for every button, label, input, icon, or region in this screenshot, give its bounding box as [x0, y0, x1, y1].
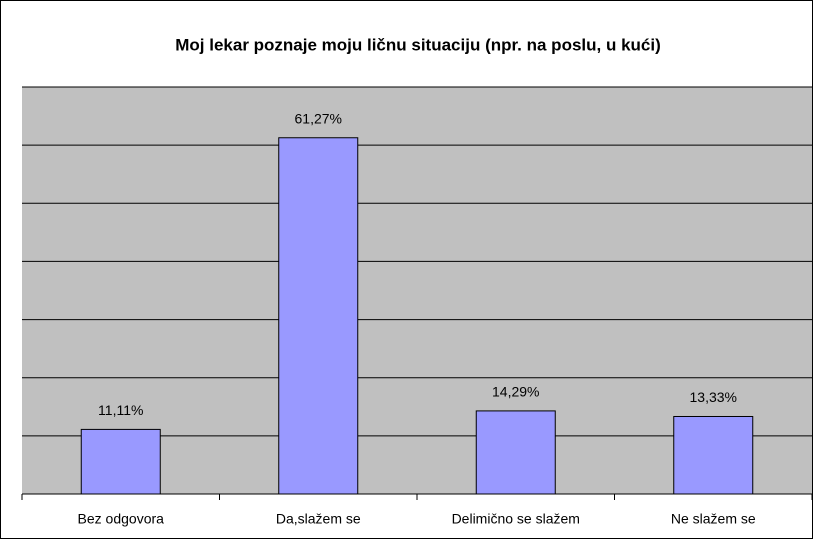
- x-tick-label: Ne slažem se: [671, 511, 756, 527]
- x-tick-label: Delimično se slažem: [452, 511, 580, 527]
- data-label: 11,11%: [98, 402, 143, 418]
- bar: [80, 428, 161, 495]
- x-tick-label: Da,slažem se: [276, 511, 361, 527]
- data-label: 61,27%: [295, 110, 342, 126]
- bar: [278, 137, 359, 495]
- bar: [673, 415, 754, 495]
- data-label: 14,29%: [492, 384, 539, 400]
- chart-title: Moj lekar poznaje moju ličnu situaciju (…: [175, 35, 661, 54]
- bar: [475, 410, 556, 495]
- data-label: 13,33%: [690, 389, 737, 405]
- x-tick-label: Bez odgovora: [78, 511, 165, 527]
